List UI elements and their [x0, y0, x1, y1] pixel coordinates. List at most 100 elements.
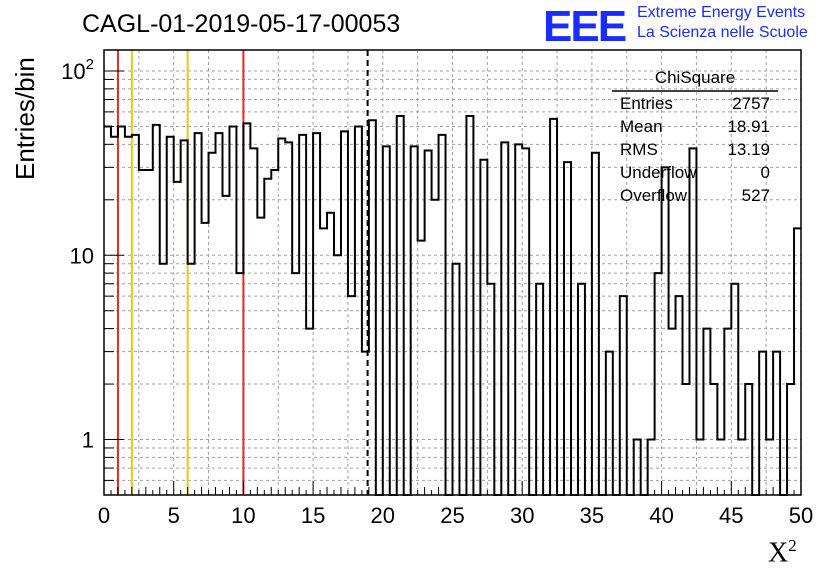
histogram-bin [669, 329, 676, 495]
histogram-bin [480, 160, 487, 495]
histogram-bin [683, 384, 690, 495]
histogram-bin [285, 142, 292, 495]
histogram-bin [216, 133, 223, 495]
histogram-bin [313, 133, 320, 495]
histogram-bin [515, 144, 522, 495]
histogram-bin [306, 329, 313, 495]
logo-line-1: Extreme Energy Events [637, 4, 806, 21]
histogram-bin [662, 167, 669, 495]
stats-value: 13.19 [727, 140, 770, 159]
y-tick-label: 10 [70, 243, 94, 268]
histogram-bin [432, 200, 439, 495]
histogram-bin [501, 142, 508, 495]
x-axis-label: X2 [768, 536, 797, 569]
histogram-bin [731, 284, 738, 495]
histogram-bin [299, 135, 306, 495]
stats-label: Underflow [620, 163, 697, 182]
histogram-bin [745, 384, 752, 495]
stats-box-title: ChiSquare [654, 68, 736, 87]
histogram-bin [146, 170, 153, 495]
histogram-bin [160, 264, 167, 495]
histogram-bin [703, 329, 710, 495]
histogram-bin [397, 116, 404, 495]
x-tick-label: 0 [98, 503, 110, 528]
histogram-bin [487, 284, 494, 495]
histogram-bin [132, 135, 139, 495]
histogram-bin [369, 120, 376, 495]
histogram-bin [418, 241, 425, 495]
x-tick-label: 35 [580, 503, 604, 528]
stats-value: 0 [760, 163, 770, 182]
chart-title: CAGL-01-2019-05-17-00053 [82, 10, 401, 38]
histogram-bin [222, 196, 229, 495]
histogram-bin [794, 228, 801, 495]
histogram-bin [439, 135, 446, 495]
histogram-bin [257, 218, 264, 495]
x-tick-label: 40 [649, 503, 673, 528]
x-axis-label-exponent: 2 [788, 536, 797, 555]
stats-value: 18.91 [727, 117, 770, 136]
x-tick-label: 5 [168, 503, 180, 528]
histogram-bin [320, 228, 327, 495]
histogram-bin [188, 264, 195, 495]
x-tick-label: 50 [789, 503, 813, 528]
histogram-bin [111, 137, 118, 495]
y-axis-label: Entries/bin [10, 57, 40, 180]
histogram-bin [536, 284, 543, 495]
histogram-bin [787, 384, 794, 495]
logo-line-2: La Scienza nelle Scuole [637, 24, 808, 41]
stats-label: Overflow [620, 186, 688, 205]
histogram-bin [125, 137, 132, 495]
x-tick-label: 10 [231, 503, 255, 528]
histogram-bin [250, 148, 257, 495]
stats-value: 527 [741, 186, 770, 205]
histogram-bin [383, 146, 390, 495]
x-tick-label: 20 [371, 503, 395, 528]
histogram-outline [104, 114, 801, 496]
x-tick-label: 45 [719, 503, 743, 528]
histogram-bin [564, 162, 571, 495]
histogram-bin [766, 440, 773, 495]
x-axis-label-base: X [768, 537, 789, 569]
histogram-bin [522, 148, 529, 495]
stats-label: Mean [620, 117, 663, 136]
histogram-bin [341, 131, 348, 495]
histogram-bin [425, 151, 432, 495]
histogram-bin [689, 148, 696, 495]
histogram-bin [264, 179, 271, 495]
histogram-bin [167, 137, 174, 495]
histogram-bin [578, 284, 585, 495]
x-tick-label: 30 [510, 503, 534, 528]
histogram-bin [606, 352, 613, 495]
stats-label: Entries [620, 94, 673, 113]
y-tick-label: 1 [82, 428, 94, 453]
x-tick-label: 15 [301, 503, 325, 528]
histogram-bin [362, 352, 369, 495]
histogram-bin [153, 125, 160, 495]
histogram-bin [229, 126, 236, 495]
histogram-bin [174, 182, 181, 495]
histogram-bin [676, 296, 683, 495]
histogram-bin [550, 119, 557, 495]
histogram-bin [759, 352, 766, 495]
histogram-bin [292, 273, 299, 495]
histogram-bin [236, 273, 243, 495]
histogram-bin [592, 153, 599, 495]
histogram-bin [139, 170, 146, 495]
histogram-bin [453, 264, 460, 495]
histogram-bin [278, 139, 285, 495]
histogram-bin [181, 140, 188, 495]
histogram-bin [634, 440, 641, 495]
histogram-bin [202, 223, 209, 495]
histogram-bin [717, 440, 724, 495]
histogram-bin [411, 146, 418, 495]
histogram-bin [710, 384, 717, 495]
stats-value: 2757 [732, 94, 770, 113]
histogram-bin [655, 273, 662, 495]
y-axis-label-box: Entries/bin [4, 40, 44, 200]
histogram-bin [195, 133, 202, 495]
histogram-bin [327, 213, 334, 495]
histogram-bin [355, 126, 362, 495]
stats-label: RMS [620, 140, 658, 159]
